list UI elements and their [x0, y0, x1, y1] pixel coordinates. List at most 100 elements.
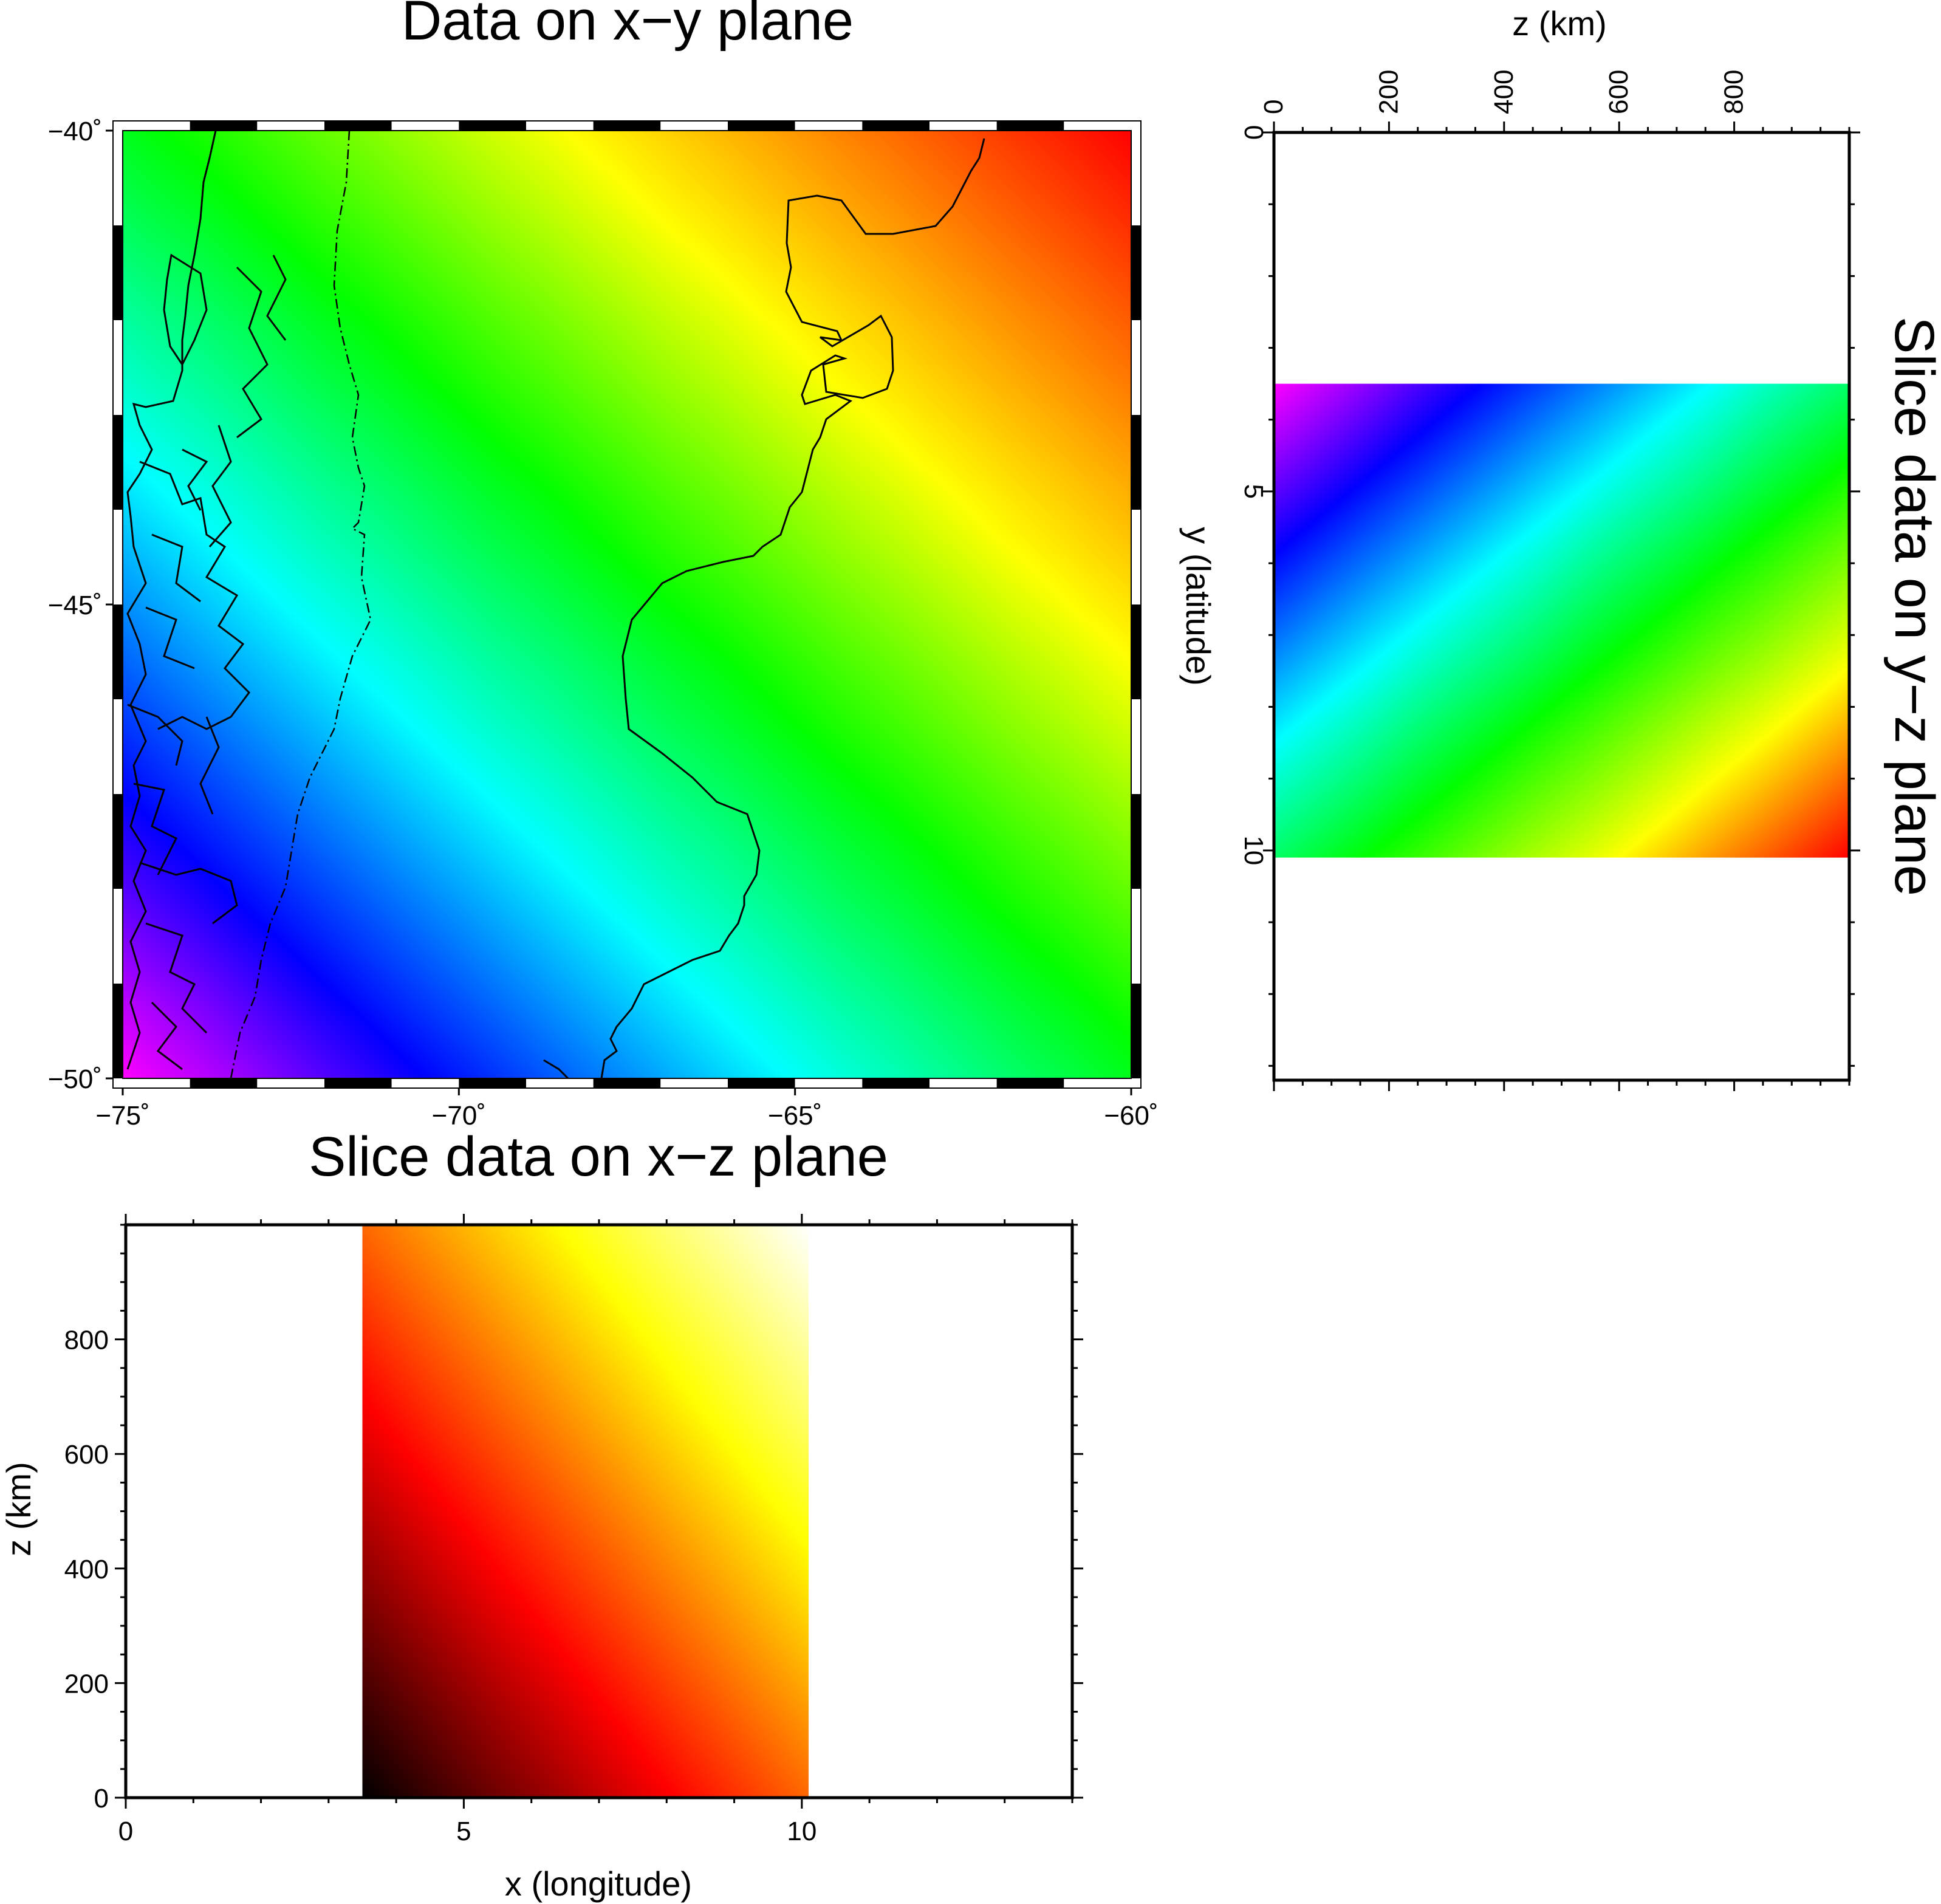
coastline-overlay — [126, 130, 985, 1080]
frame-segment-right — [1131, 131, 1141, 225]
frame-segment-top — [391, 121, 459, 131]
frame-segment-left — [113, 889, 123, 984]
frame-segment-top — [996, 121, 1064, 131]
yz-x-tick-label: 0 — [1259, 100, 1289, 114]
frame-segment-top — [728, 121, 795, 131]
taitao-peninsula — [127, 704, 220, 815]
frame-segment-top — [526, 121, 594, 131]
xz-y-tick-label: 400 — [64, 1555, 109, 1584]
xz-y-tick-label: 200 — [64, 1669, 109, 1699]
yz-x-axis-title: z (km) — [1512, 4, 1607, 43]
frame-segment-bottom — [795, 1078, 863, 1088]
xy-x-tick-label: −60˚ — [1104, 1101, 1158, 1131]
frame-segment-left — [113, 131, 123, 225]
frame-segment-bottom — [728, 1078, 795, 1088]
fjords-south — [133, 782, 238, 1070]
frame-segment-bottom — [862, 1078, 929, 1088]
frame-segment-bottom — [526, 1078, 594, 1088]
frame-segment-right — [1131, 604, 1141, 699]
xy-x-tick-label: −65˚ — [768, 1101, 822, 1131]
frame-segment-left — [113, 320, 123, 415]
frame-segment-right — [1131, 415, 1141, 510]
xz-x-tick-label: 10 — [787, 1817, 816, 1846]
xy-x-tick-label: −70˚ — [432, 1101, 486, 1131]
xy-plane-title: Data on x−y plane — [402, 0, 854, 52]
strait-coastline — [543, 1059, 569, 1080]
xy-y-tick-label: −45˚ — [48, 591, 102, 620]
frame-segment-bottom — [324, 1078, 392, 1088]
frame-segment-right — [1131, 320, 1141, 415]
frame-segment-left — [113, 794, 123, 889]
frame-segment-top — [123, 121, 190, 131]
xz-heatmap — [362, 1225, 809, 1798]
frame-segment-bottom — [391, 1078, 459, 1088]
xz-y-tick-label: 0 — [94, 1784, 109, 1813]
frame-segment-bottom — [929, 1078, 997, 1088]
frame-segment-left — [113, 415, 123, 510]
yz-plane-panel: Slice data on y−z plane z (km) y (latitu… — [1179, 4, 1941, 1091]
frame-segment-right — [1131, 984, 1141, 1078]
xz-x-tick-label: 5 — [456, 1817, 471, 1846]
frame-segment-top — [593, 121, 661, 131]
xz-y-axis-title: z (km) — [0, 1462, 38, 1556]
frame-segment-top — [190, 121, 258, 131]
frame-segment-left — [113, 984, 123, 1078]
yz-y-tick-label: 0 — [1239, 125, 1268, 140]
frame-inner — [122, 130, 1132, 1079]
chiloe-island — [163, 253, 208, 366]
frame-segment-top — [459, 121, 526, 131]
yz-y-tick-label: 5 — [1239, 484, 1268, 499]
frame-segment-right — [1131, 225, 1141, 320]
xz-plane-title: Slice data on x−z plane — [309, 1126, 888, 1188]
frame-segment-bottom — [660, 1078, 728, 1088]
yz-x-tick-label: 400 — [1489, 70, 1519, 114]
yz-y-axis-title: y (latitude) — [1179, 527, 1217, 685]
xy-y-tick-label: −40˚ — [48, 117, 102, 146]
xy-x-tick-label: −75˚ — [95, 1101, 149, 1131]
frame-segment-right — [1131, 699, 1141, 794]
frame-segment-top — [862, 121, 929, 131]
national-border — [230, 130, 372, 1079]
xy-plane-panel: Data on x−y plane −75˚ −70˚ −65˚ −60˚ −40˚ −4… — [48, 0, 1159, 1131]
frame-segment-bottom — [1064, 1078, 1131, 1088]
yz-heatmap — [1274, 383, 1849, 858]
frame-segment-bottom — [996, 1078, 1064, 1088]
xy-y-tick-label: −50˚ — [48, 1064, 102, 1094]
frame-segment-right — [1131, 889, 1141, 984]
yz-y-tick-label: 10 — [1239, 835, 1268, 865]
xz-axes: 0 5 10 0 200 400 600 800 — [64, 1214, 1083, 1846]
frame-segment-bottom — [123, 1078, 190, 1088]
xy-heatmap — [123, 131, 1131, 1078]
chonos-archipelago — [139, 461, 250, 730]
yz-x-tick-label: 800 — [1719, 70, 1749, 114]
xz-x-tick-label: 0 — [118, 1817, 133, 1846]
xz-y-tick-label: 800 — [64, 1326, 109, 1355]
frame-segment-left — [113, 604, 123, 699]
fjords-north — [182, 255, 287, 547]
frame-segment-top — [660, 121, 728, 131]
frame-segment-bottom — [593, 1078, 661, 1088]
yz-x-tick-label: 200 — [1374, 70, 1403, 114]
frame-segment-bottom — [257, 1078, 324, 1088]
pacific-coastline — [126, 130, 217, 1070]
atlantic-coastline — [600, 138, 985, 1079]
frame-segment-top — [1064, 121, 1131, 131]
frame-segment-right — [1131, 510, 1141, 604]
frame-segment-left — [113, 699, 123, 794]
frame-segment-left — [113, 225, 123, 320]
frame-segment-left — [113, 510, 123, 604]
xz-y-tick-label: 600 — [64, 1440, 109, 1470]
frame-segment-top — [929, 121, 997, 131]
xz-x-axis-title: x (longitude) — [505, 1865, 692, 1903]
frame-segment-top — [257, 121, 324, 131]
frame-segment-bottom — [190, 1078, 258, 1088]
yz-x-tick-label: 600 — [1604, 70, 1634, 114]
yz-plane-title: Slice data on y−z plane — [1883, 317, 1941, 896]
frame-segment-bottom — [459, 1078, 526, 1088]
yz-axes: 0 200 400 600 800 0 5 10 — [1239, 70, 1860, 1091]
frame-segment-top — [324, 121, 392, 131]
frame-segment-right — [1131, 794, 1141, 889]
frame-segment-top — [795, 121, 863, 131]
xz-plane-panel: Slice data on x−z plane x (longitude) z … — [0, 1126, 1083, 1903]
